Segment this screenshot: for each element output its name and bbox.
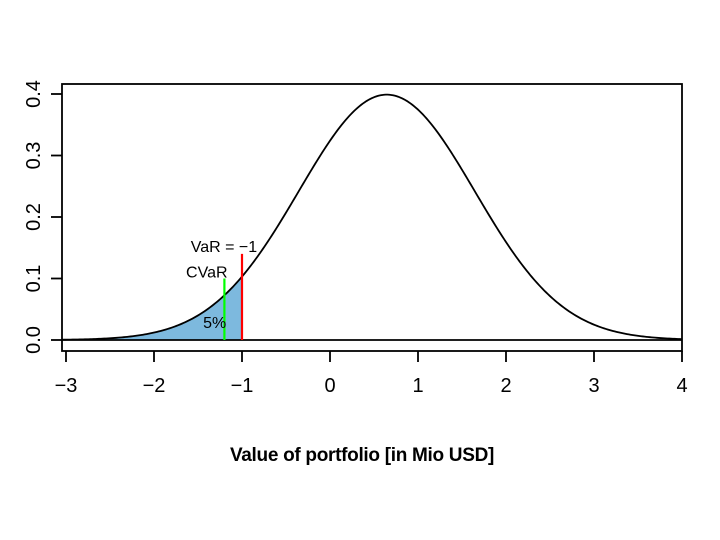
x-tick-label: 3	[588, 375, 599, 397]
x-tick-label: 2	[500, 375, 511, 397]
x-tick-label: −1	[231, 375, 254, 397]
tail-probability-label: 5%	[203, 315, 226, 332]
cvar-label: CVaR	[186, 264, 228, 281]
x-tick-label: −3	[55, 375, 78, 397]
shaded-tail-region	[62, 277, 242, 340]
var-label: VaR = −1	[191, 239, 258, 256]
y-tick-label: 0.2	[23, 203, 45, 231]
x-tick-label: 1	[412, 375, 423, 397]
y-tick-label: 0.3	[23, 142, 45, 170]
x-axis: −3 −2 −1 0 1 2 3 4	[55, 351, 688, 397]
x-axis-title: Value of portfolio [in Mio USD]	[230, 445, 494, 466]
x-tick-label: 0	[324, 375, 335, 397]
y-tick-label: 0.0	[23, 326, 45, 354]
y-axis: 0.0 0.1 0.2 0.3 0.4	[23, 80, 62, 354]
y-tick-label: 0.4	[23, 80, 45, 108]
y-tick-label: 0.1	[23, 265, 45, 293]
x-tick-label: 4	[676, 375, 687, 397]
x-tick-label: −2	[143, 375, 166, 397]
normal-density-curve	[62, 93, 682, 341]
plot-box	[61, 83, 683, 352]
